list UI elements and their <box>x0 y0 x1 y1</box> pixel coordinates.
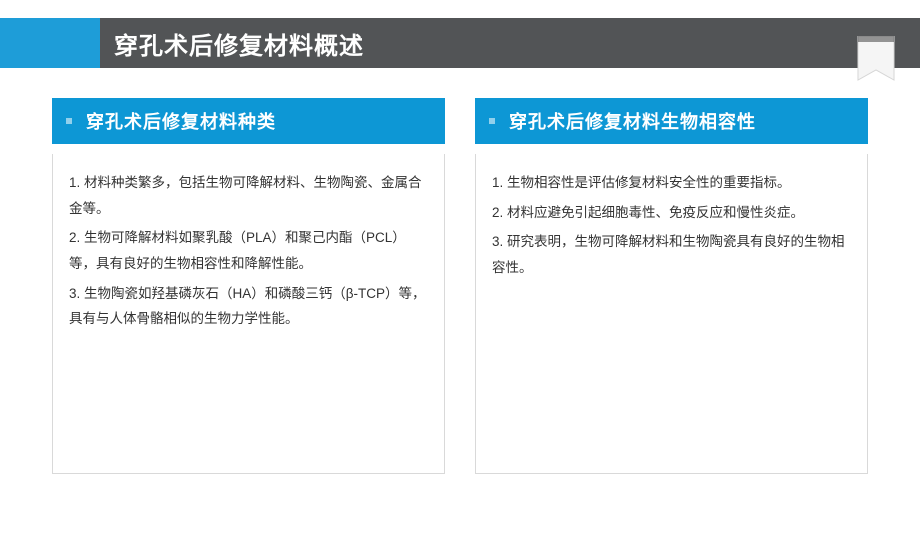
list-item: 3. 生物陶瓷如羟基磷灰石（HA）和磷酸三钙（β-TCP）等，具有与人体骨骼相似… <box>69 281 428 332</box>
column-body: 1. 生物相容性是评估修复材料安全性的重要指标。 2. 材料应避免引起细胞毒性、… <box>475 154 868 474</box>
header-accent-block <box>0 18 100 68</box>
list-item: 1. 生物相容性是评估修复材料安全性的重要指标。 <box>492 170 851 196</box>
list-item: 2. 生物可降解材料如聚乳酸（PLA）和聚己内酯（PCL）等，具有良好的生物相容… <box>69 225 428 276</box>
header-bar: 穿孔术后修复材料概述 <box>0 18 920 68</box>
list-item: 2. 材料应避免引起细胞毒性、免疫反应和慢性炎症。 <box>492 200 851 226</box>
bookmark-icon <box>856 36 896 92</box>
list-item: 3. 研究表明，生物可降解材料和生物陶瓷具有良好的生物相容性。 <box>492 229 851 280</box>
column-body: 1. 材料种类繁多，包括生物可降解材料、生物陶瓷、金属合金等。 2. 生物可降解… <box>52 154 445 474</box>
content-area: 穿孔术后修复材料种类 1. 材料种类繁多，包括生物可降解材料、生物陶瓷、金属合金… <box>0 68 920 474</box>
column-header: 穿孔术后修复材料生物相容性 <box>475 98 868 144</box>
column-right: 穿孔术后修复材料生物相容性 1. 生物相容性是评估修复材料安全性的重要指标。 2… <box>475 98 868 474</box>
column-left: 穿孔术后修复材料种类 1. 材料种类繁多，包括生物可降解材料、生物陶瓷、金属合金… <box>52 98 445 474</box>
list-item: 1. 材料种类繁多，包括生物可降解材料、生物陶瓷、金属合金等。 <box>69 170 428 221</box>
column-header: 穿孔术后修复材料种类 <box>52 98 445 144</box>
page-title: 穿孔术后修复材料概述 <box>100 18 920 68</box>
